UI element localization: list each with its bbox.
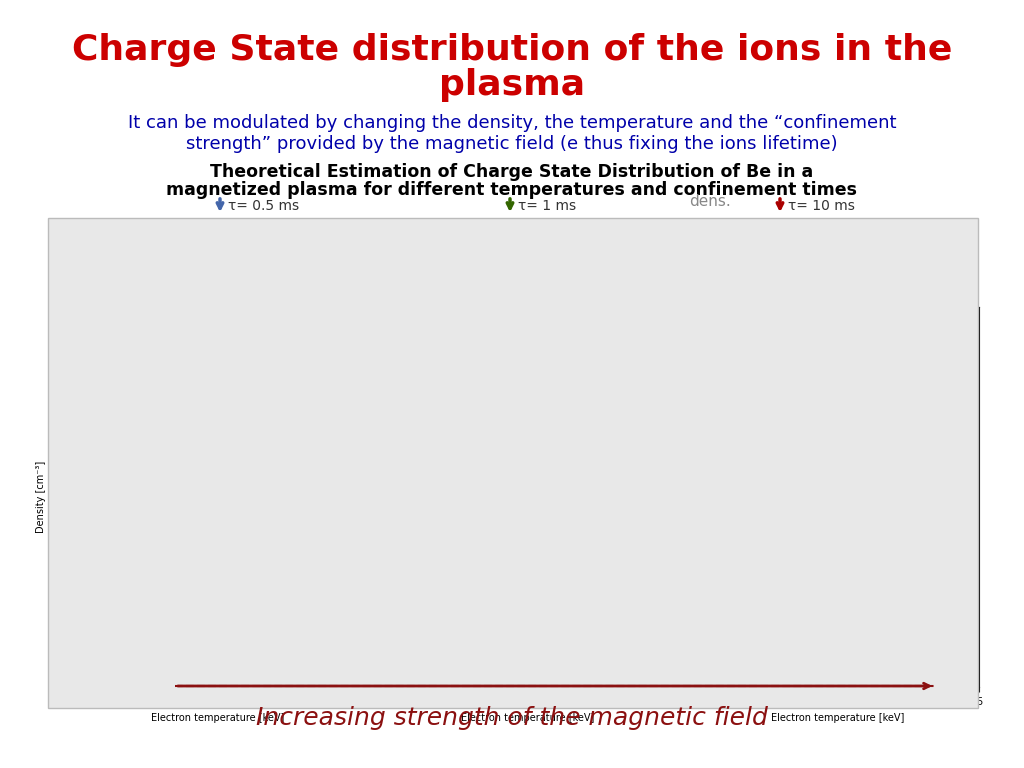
Text: dens.: dens.: [689, 194, 731, 210]
Text: $\times 10^{11}$: $\times 10^{11}$: [71, 286, 103, 300]
Text: Theoretical Estimation of Charge State Distribution of Be in a: Theoretical Estimation of Charge State D…: [210, 163, 814, 181]
Text: $\tau$= 10 ms: $\tau$= 10 ms: [805, 319, 862, 332]
Text: magnetized plasma for different temperatures and confinement times: magnetized plasma for different temperat…: [167, 181, 857, 199]
Y-axis label: Density [cm⁻³]: Density [cm⁻³]: [666, 461, 676, 534]
Text: τ= 0.5 ms: τ= 0.5 ms: [228, 199, 299, 213]
Text: $\times 10^{11}$: $\times 10^{11}$: [381, 286, 414, 300]
Text: plasma: plasma: [439, 68, 585, 102]
Text: $\tau$= 1 ms: $\tau$= 1 ms: [495, 319, 545, 332]
X-axis label: Electron temperature [keV]: Electron temperature [keV]: [461, 713, 595, 723]
Text: τ= 10 ms: τ= 10 ms: [788, 199, 855, 213]
Bar: [48, 218, 978, 708]
Text: τ= 1 ms: τ= 1 ms: [518, 199, 577, 213]
Y-axis label: Density [cm⁻³]: Density [cm⁻³]: [36, 461, 46, 534]
Text: Charge State distribution of the ions in the: Charge State distribution of the ions in…: [72, 33, 952, 67]
X-axis label: Electron temperature [keV]: Electron temperature [keV]: [771, 713, 905, 723]
Y-axis label: Density [cm⁻³]: Density [cm⁻³]: [355, 461, 366, 534]
Text: $\times 10^{12}$: $\times 10^{12}$: [692, 286, 724, 300]
X-axis label: Electron temperature [keV]: Electron temperature [keV]: [151, 713, 285, 723]
Text: $\tau$= 0.5 ms: $\tau$= 0.5 ms: [184, 319, 246, 332]
Text: strength” provided by the magnetic field (e thus fixing the ions lifetime): strength” provided by the magnetic field…: [186, 135, 838, 153]
Text: It can be modulated by changing the density, the temperature and the “confinemen: It can be modulated by changing the dens…: [128, 114, 896, 132]
Text: Increasing strength of the magnetic field: Increasing strength of the magnetic fiel…: [256, 706, 768, 730]
